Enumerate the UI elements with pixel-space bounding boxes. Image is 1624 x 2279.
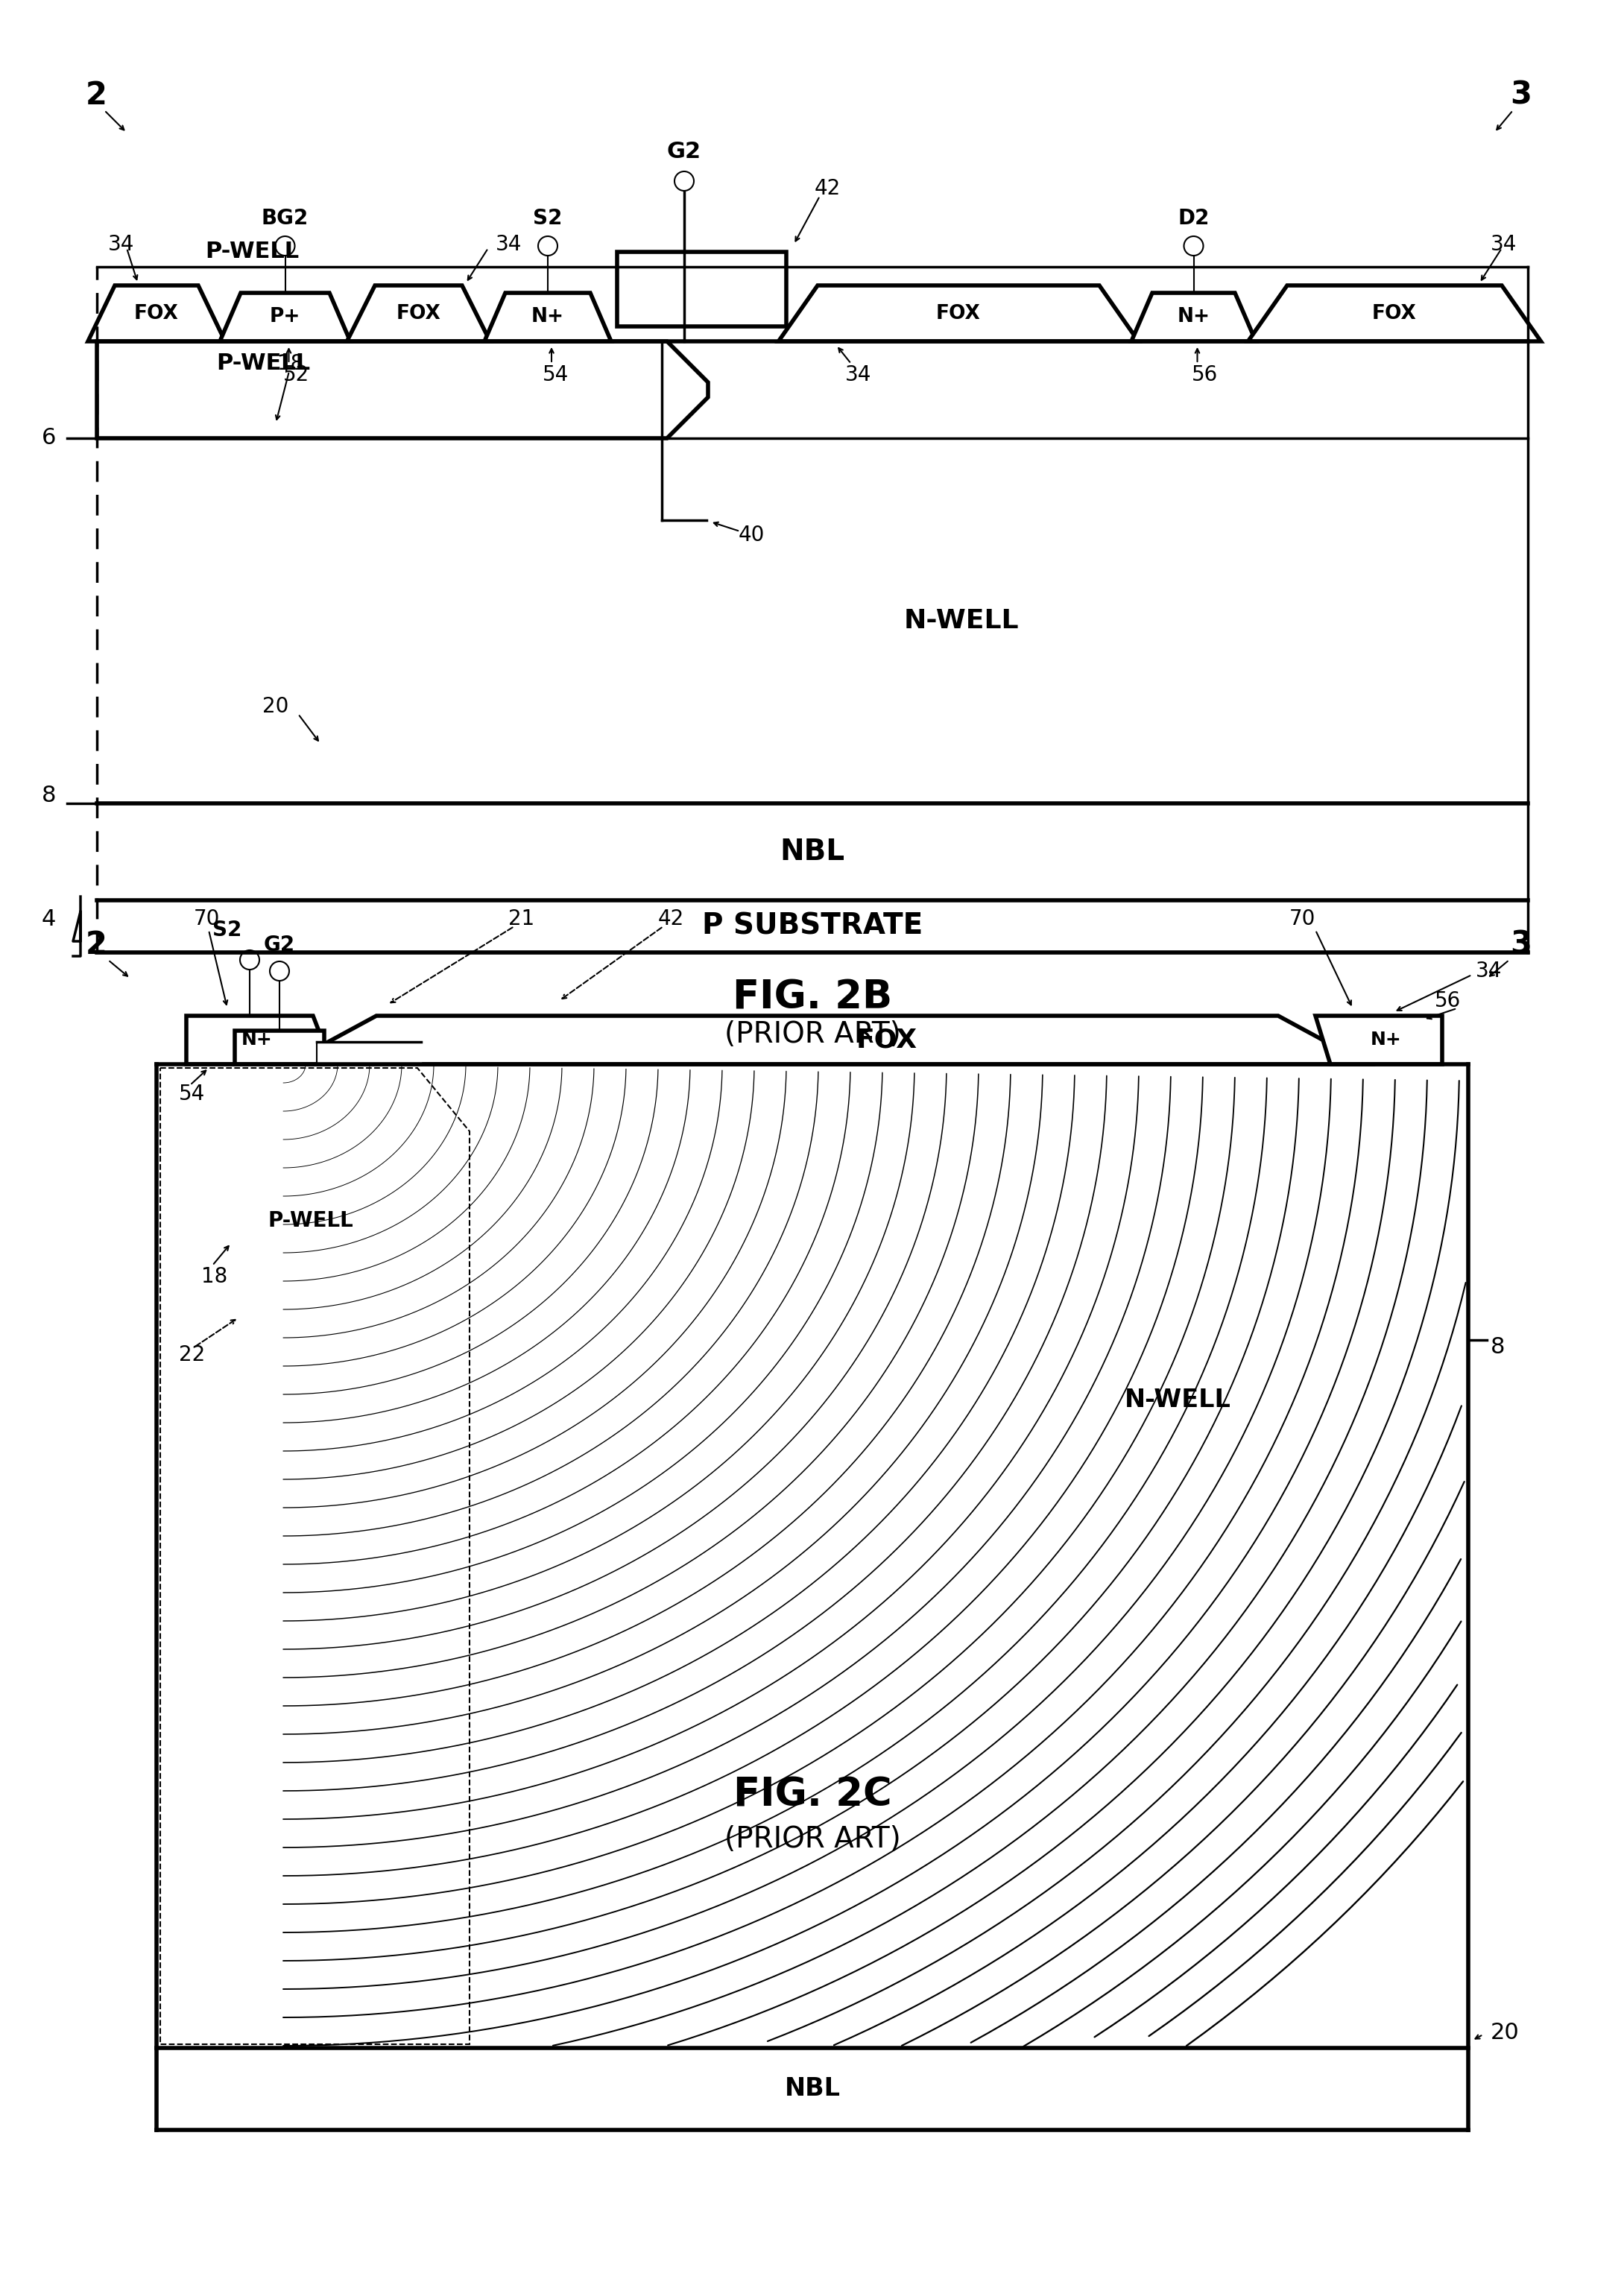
Polygon shape xyxy=(88,285,226,342)
Text: NBL: NBL xyxy=(784,2076,840,2101)
Text: N+: N+ xyxy=(1177,308,1210,326)
Text: 20: 20 xyxy=(1491,2021,1520,2044)
Text: S2: S2 xyxy=(533,207,562,228)
Text: FOX: FOX xyxy=(856,1028,918,1053)
Text: D2: D2 xyxy=(1177,207,1210,228)
Text: N+: N+ xyxy=(1371,1030,1402,1048)
Text: G2: G2 xyxy=(667,141,702,162)
Polygon shape xyxy=(484,294,611,342)
Text: 70: 70 xyxy=(1289,909,1315,930)
Text: P-WELL: P-WELL xyxy=(268,1210,354,1231)
Text: G2: G2 xyxy=(263,934,296,955)
Text: 54: 54 xyxy=(179,1083,205,1105)
Polygon shape xyxy=(348,285,490,342)
Text: FOX: FOX xyxy=(396,303,440,324)
Text: S2: S2 xyxy=(213,921,242,941)
Polygon shape xyxy=(617,253,786,326)
Text: 70: 70 xyxy=(193,909,221,930)
Polygon shape xyxy=(1247,285,1541,342)
Text: 34: 34 xyxy=(846,365,872,385)
Text: 52: 52 xyxy=(283,365,310,385)
Text: 8: 8 xyxy=(1491,1335,1505,1358)
Text: FOX: FOX xyxy=(135,303,179,324)
Text: FIG. 2C: FIG. 2C xyxy=(732,1775,892,1814)
Text: 2: 2 xyxy=(86,930,107,962)
Text: N+: N+ xyxy=(531,308,564,326)
Text: (PRIOR ART): (PRIOR ART) xyxy=(724,1021,901,1048)
Text: 22: 22 xyxy=(179,1345,205,1365)
Text: 56: 56 xyxy=(1434,991,1460,1012)
Text: N-WELL: N-WELL xyxy=(1124,1388,1231,1413)
Text: NBL: NBL xyxy=(780,839,844,866)
Text: 34: 34 xyxy=(495,235,521,255)
Text: 3: 3 xyxy=(1510,80,1531,112)
Text: P+: P+ xyxy=(270,308,300,326)
Text: FOX: FOX xyxy=(1372,303,1416,324)
Text: 54: 54 xyxy=(542,365,568,385)
Text: FOX: FOX xyxy=(935,303,981,324)
Text: FIG. 2B: FIG. 2B xyxy=(732,978,892,1016)
Text: N-WELL: N-WELL xyxy=(905,608,1018,634)
Text: 18: 18 xyxy=(278,353,304,374)
Text: 34: 34 xyxy=(109,235,135,255)
Polygon shape xyxy=(287,1016,1367,1064)
Text: 6: 6 xyxy=(42,428,55,449)
Text: 18: 18 xyxy=(201,1267,227,1288)
Text: BG2: BG2 xyxy=(261,207,309,228)
Text: 40: 40 xyxy=(737,524,765,545)
Text: 21: 21 xyxy=(508,909,534,930)
Text: 8: 8 xyxy=(41,786,55,807)
Polygon shape xyxy=(235,1030,325,1064)
Text: P-WELL: P-WELL xyxy=(205,242,299,262)
Text: P-WELL: P-WELL xyxy=(216,353,310,374)
Text: N+: N+ xyxy=(242,1030,273,1048)
Text: 34: 34 xyxy=(1491,235,1517,255)
Text: 2: 2 xyxy=(86,80,107,112)
Text: 34: 34 xyxy=(1476,962,1502,982)
Polygon shape xyxy=(1315,1016,1442,1064)
Polygon shape xyxy=(778,285,1138,342)
Text: 4: 4 xyxy=(42,907,55,930)
Polygon shape xyxy=(1132,294,1255,342)
Text: 3: 3 xyxy=(1510,930,1531,962)
Text: 42: 42 xyxy=(814,178,840,198)
Text: P SUBSTRATE: P SUBSTRATE xyxy=(702,912,922,941)
Polygon shape xyxy=(187,1016,331,1064)
Text: 42: 42 xyxy=(658,909,684,930)
Polygon shape xyxy=(219,294,351,342)
Text: (PRIOR ART): (PRIOR ART) xyxy=(724,1825,901,1853)
Text: 56: 56 xyxy=(1192,365,1218,385)
Text: 20: 20 xyxy=(263,695,289,718)
